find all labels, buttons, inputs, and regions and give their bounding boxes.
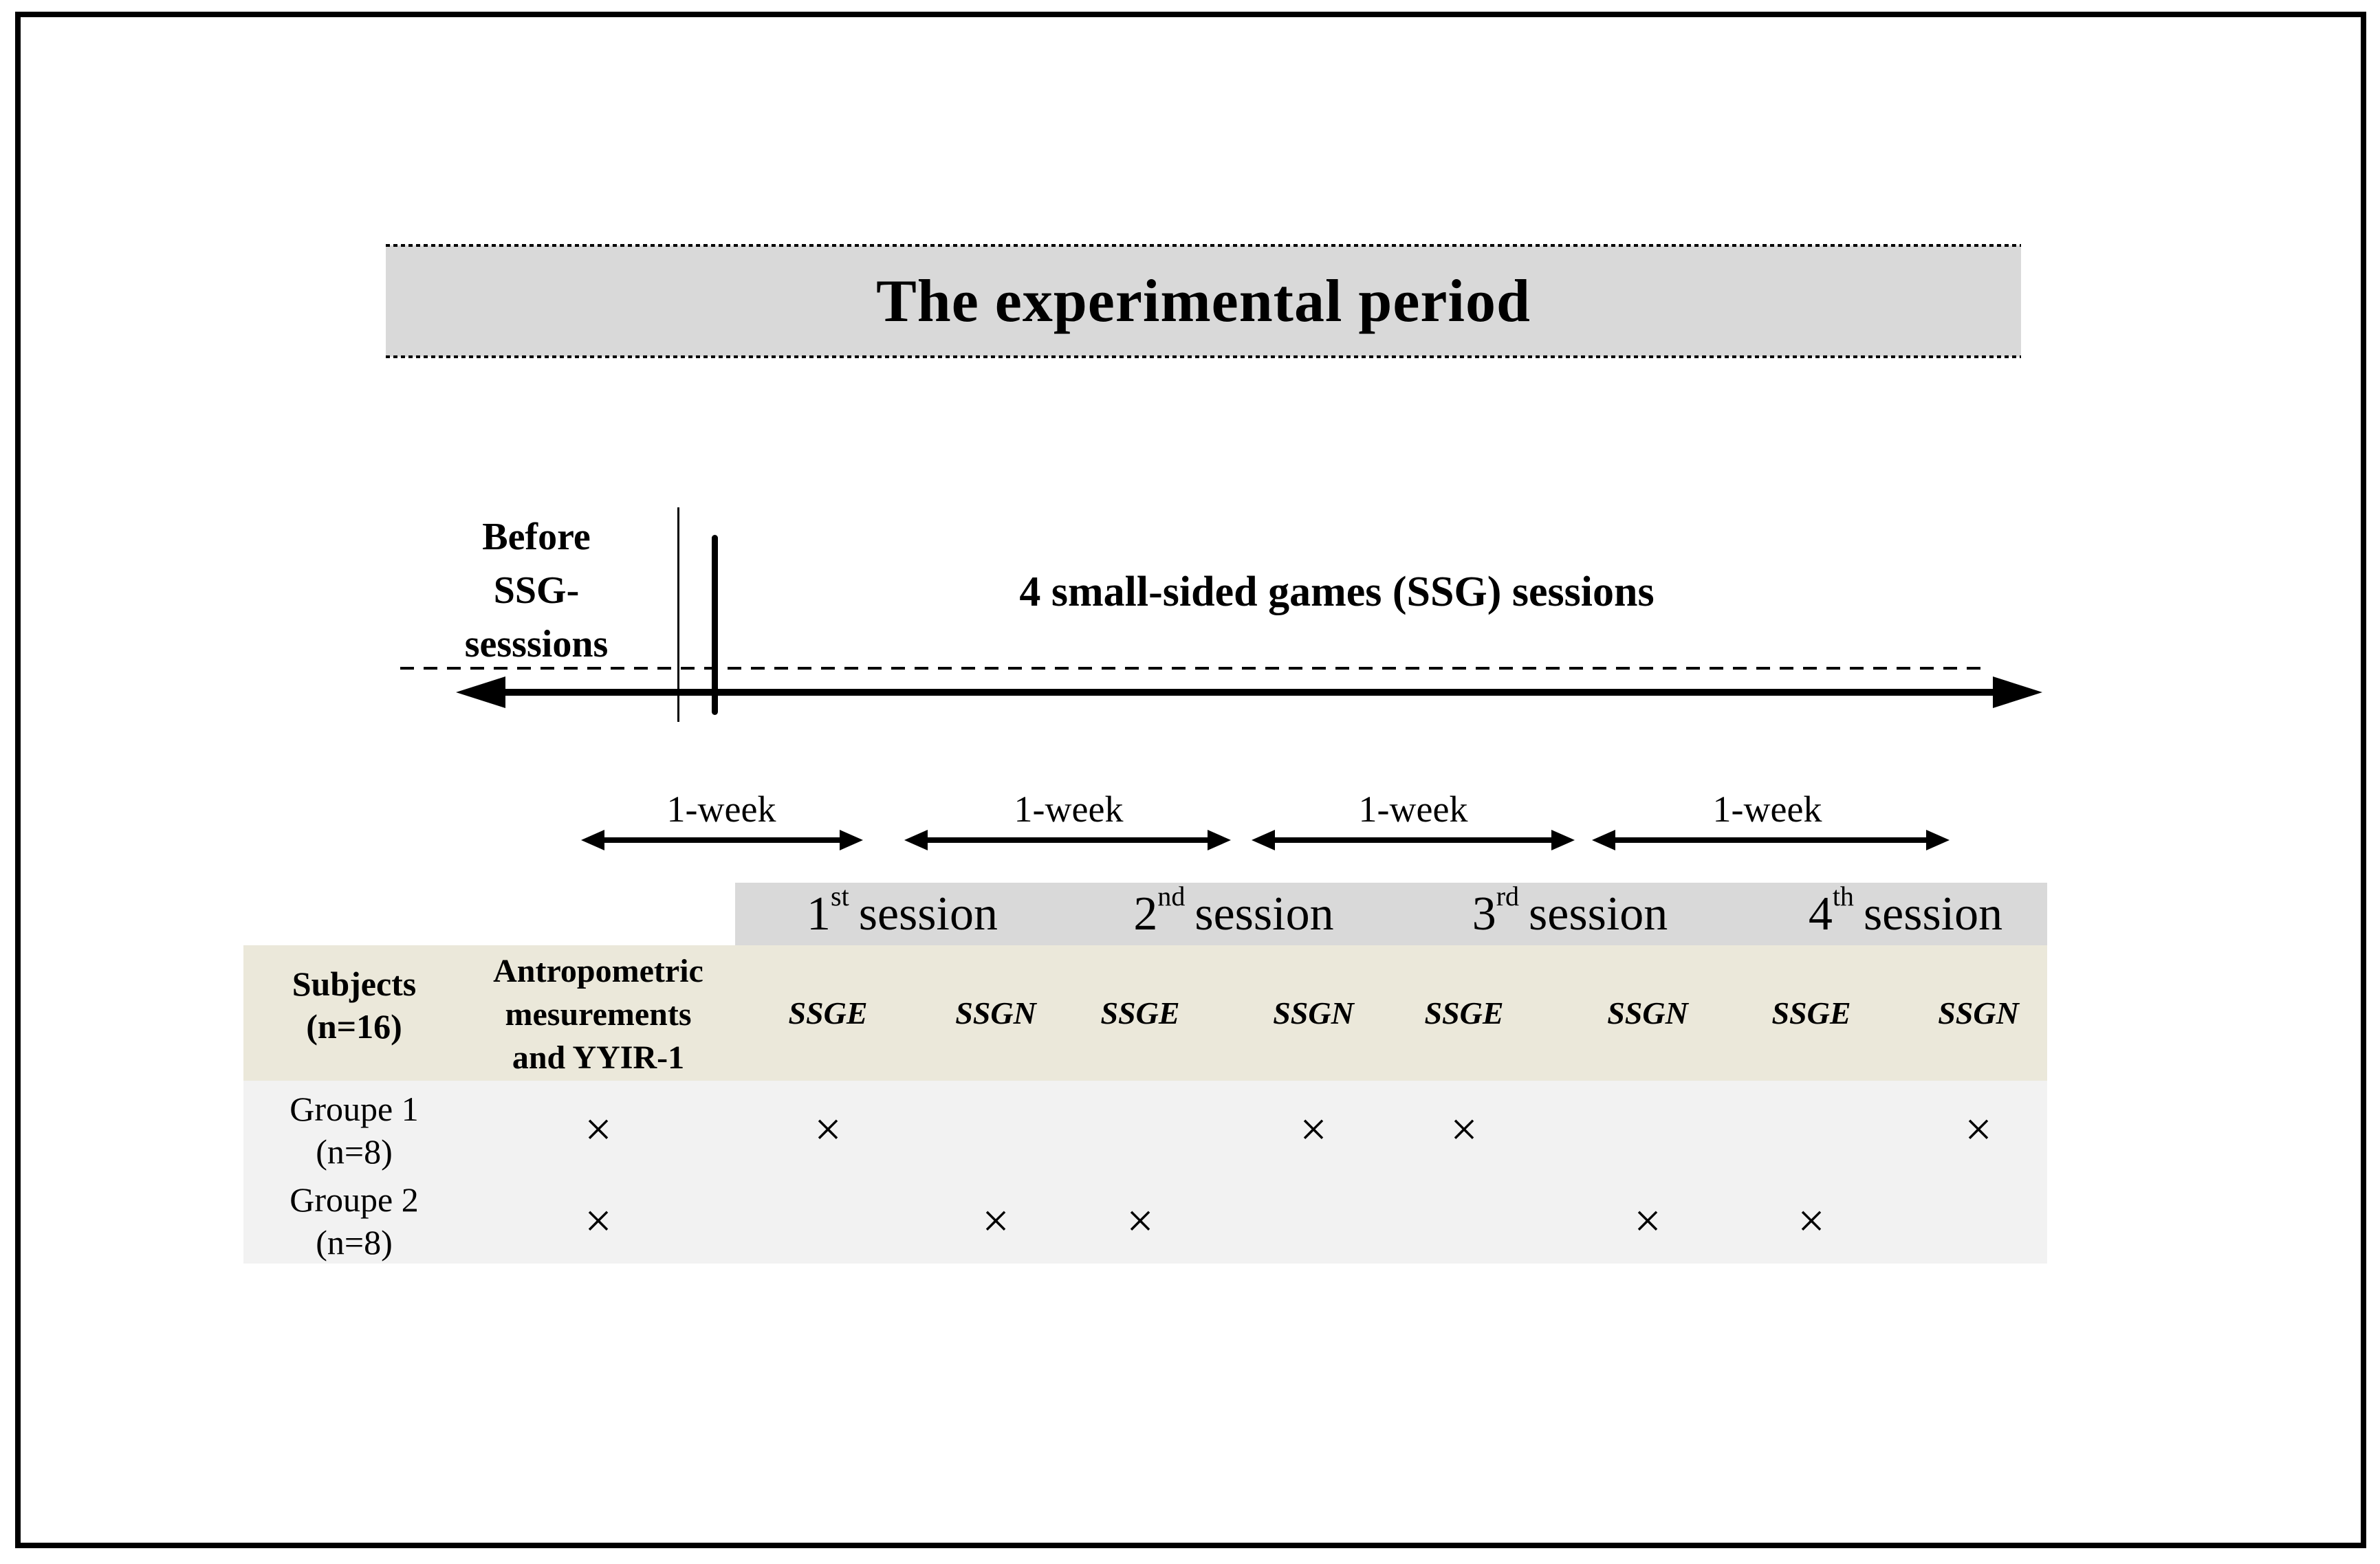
timeline-arrow-shaft [495,689,1998,696]
week-label-1: 1-week [666,789,776,830]
session-2-ordinal-suffix: nd [1157,881,1186,912]
x-mark-g2-c5 [1388,1172,1540,1264]
anthropometric-column-header: Antropometric mesurements and YYIR-1 [454,949,743,1079]
week-arrow-4-right-head [1926,830,1950,850]
session-2-word: session [1194,887,1334,940]
week-label-3: 1-week [1358,789,1468,830]
title-box: The experimental period [386,244,2021,358]
anthro-header-line1: Antropometric [493,953,703,989]
x-mark-g1-anthro: × [585,1103,612,1156]
subjects-column-header: Subjects (n=16) [244,962,464,1048]
anthro-header-line2: mesurements [505,996,692,1033]
before-ssg-label-line1: Before [482,516,591,558]
column-header-ssgn-4: SSGN [1938,995,2019,1031]
groupe-1-n: (n=8) [316,1132,393,1171]
row-label-groupe-2: Groupe 2 (n=8) [244,1178,464,1264]
x-mark-g1-c8: × [1965,1103,1992,1156]
x-mark-g1-c7 [1736,1081,1887,1172]
column-header-ssge-3: SSGE [1424,995,1504,1031]
ssg-sessions-caption: 4 small-sided games (SSG) sessions [1019,569,1655,615]
week-arrow-3-shaft [1271,837,1555,843]
figure-title: The experimental period [876,267,1531,335]
x-mark-g1-c6 [1572,1081,1723,1172]
title-box-top-dotted-border [386,244,2021,247]
column-header-ssgn-3: SSGN [1607,995,1688,1031]
x-mark-g2-c8 [1903,1172,2054,1264]
x-mark-g1-c2 [920,1081,1071,1172]
x-mark-g1-c4: × [1300,1103,1327,1156]
x-mark-g1-c3 [1065,1081,1216,1172]
x-mark-g2-c3: × [1126,1194,1154,1248]
figure-border [15,12,2366,1548]
timeline-divider-thick-line [712,535,718,715]
week-arrow-4-shaft [1611,837,1930,843]
week-label-4: 1-week [1712,789,1822,830]
x-mark-g2-c6: × [1634,1194,1661,1248]
session-4-word: session [1863,887,2003,940]
session-3-number: 3 [1472,887,1496,940]
x-mark-g1-c5: × [1450,1103,1478,1156]
groupe-2-name: Groupe 2 [290,1180,419,1219]
week-label-2: 1-week [1014,789,1124,830]
column-header-ssgn-2: SSGN [1273,995,1354,1031]
week-arrow-1-shaft [600,837,844,843]
x-mark-g2-anthro: × [585,1194,612,1248]
session-1-ordinal-suffix: st [831,881,849,912]
anthro-header-line3: and YYIR-1 [512,1039,685,1076]
session-4-number: 4 [1808,887,1833,940]
before-ssg-label-line2: SSG- [493,569,580,612]
x-mark-g2-c1 [752,1172,904,1264]
timeline-arrow-right-head [1993,676,2042,708]
week-arrow-3-right-head [1551,830,1575,850]
x-mark-g2-c4 [1238,1172,1389,1264]
session-1-number: 1 [807,887,831,940]
before-ssg-label: Before SSG- sesssions [419,510,653,671]
table-header-row-background [243,945,2047,1081]
groupe-1-name: Groupe 1 [290,1090,419,1128]
week-arrow-1-right-head [840,830,863,850]
timeline-dashed-line [400,667,1980,670]
column-header-ssge-1: SSGE [788,995,868,1031]
session-3-ordinal-suffix: rd [1496,881,1520,912]
groupe-2-n: (n=8) [316,1223,393,1262]
row-label-groupe-1: Groupe 1 (n=8) [244,1088,464,1173]
x-mark-g2-c2: × [982,1194,1009,1248]
title-box-bottom-dotted-border [386,355,2021,358]
week-arrow-2-right-head [1208,830,1231,850]
week-arrow-2-shaft [924,837,1212,843]
subjects-header-line2: (n=16) [306,1007,402,1046]
column-header-ssge-2: SSGE [1100,995,1180,1031]
timeline-divider-thin-line [677,507,679,722]
before-ssg-label-line3: sesssions [464,623,609,665]
timeline-arrow-left-head [456,676,505,708]
column-header-ssgn-1: SSGN [955,995,1036,1031]
table-row-1-background [243,1081,2047,1172]
session-2-number: 2 [1133,887,1158,940]
session-1-word: session [858,887,998,940]
table-row-2-background [243,1172,2047,1264]
session-3-word: session [1529,887,1668,940]
subjects-header-line1: Subjects [292,965,417,1003]
x-mark-g2-c7: × [1798,1194,1825,1248]
x-mark-g1-c1: × [814,1103,842,1156]
session-4-ordinal-suffix: th [1832,881,1854,912]
column-header-ssge-4: SSGE [1771,995,1851,1031]
